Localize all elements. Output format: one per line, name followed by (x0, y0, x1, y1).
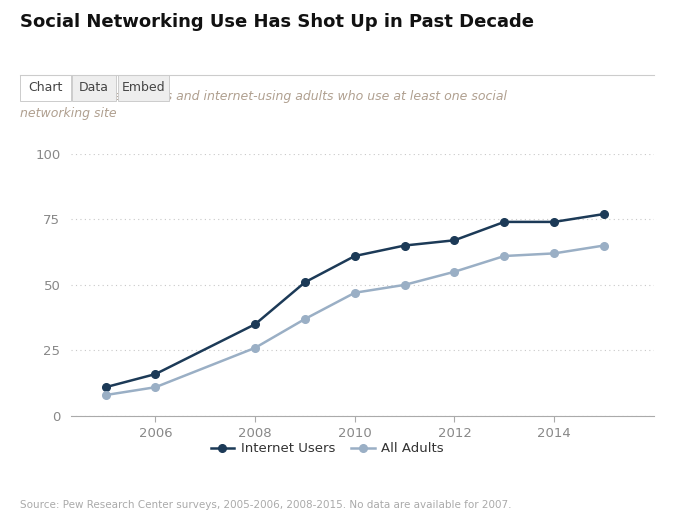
Text: Source: Pew Research Center surveys, 2005-2006, 2008-2015. No data are available: Source: Pew Research Center surveys, 200… (20, 500, 512, 510)
Text: Embed: Embed (121, 82, 165, 94)
Text: % of all American adults and internet-using adults who use at least one social
n: % of all American adults and internet-us… (20, 90, 508, 120)
Text: Chart: Chart (28, 82, 63, 94)
Text: Social Networking Use Has Shot Up in Past Decade: Social Networking Use Has Shot Up in Pas… (20, 13, 534, 31)
Legend: Internet Users, All Adults: Internet Users, All Adults (206, 437, 450, 461)
Text: Data: Data (79, 82, 109, 94)
